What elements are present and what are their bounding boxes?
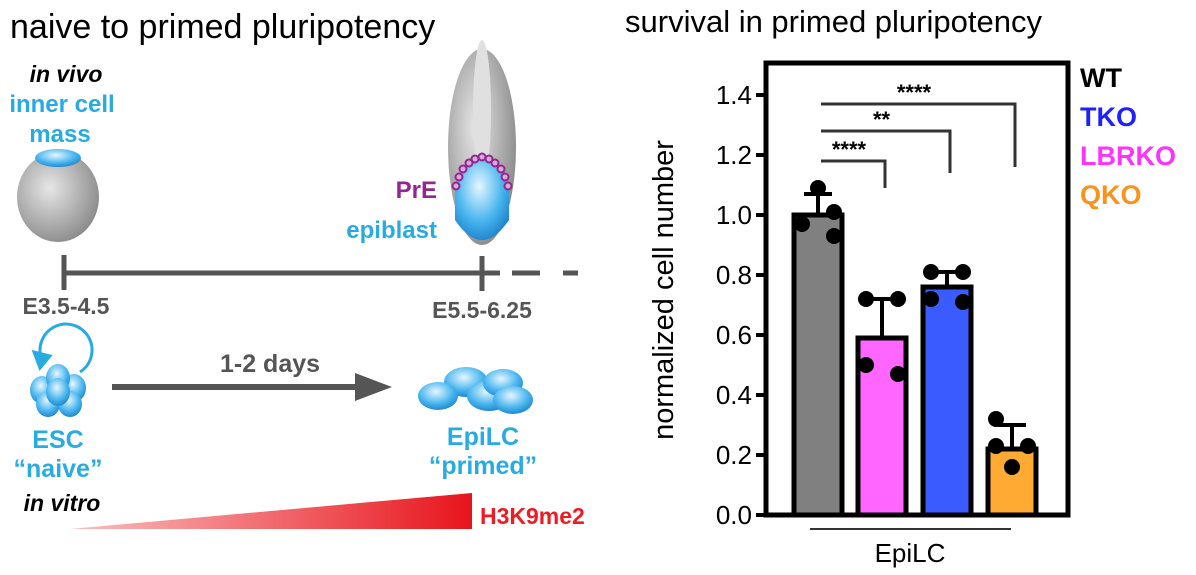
egg-cylinder-icon bbox=[448, 40, 516, 245]
epiblast-label: epiblast bbox=[346, 217, 437, 244]
data-point bbox=[890, 366, 906, 382]
epilc-label: EpiLC bbox=[447, 423, 519, 451]
y-tick-label: 0.6 bbox=[716, 320, 752, 350]
bar-wt bbox=[791, 212, 845, 518]
legend-wt: WT bbox=[1080, 63, 1122, 93]
y-tick-label: 0.0 bbox=[716, 500, 752, 530]
significance-label: ** bbox=[873, 107, 891, 132]
bar-qko bbox=[985, 446, 1039, 518]
self-renewal-arrow-icon bbox=[31, 322, 94, 374]
legend-lbrko: LBRKO bbox=[1080, 141, 1176, 171]
data-point bbox=[858, 357, 874, 373]
data-point bbox=[1004, 459, 1020, 475]
data-point bbox=[955, 264, 971, 280]
y-tick-label: 1.0 bbox=[716, 200, 752, 230]
data-point bbox=[858, 291, 874, 307]
significance-bracket bbox=[821, 129, 952, 173]
x-group-label: EpiLC bbox=[875, 538, 946, 568]
h3k9me2-label: H3K9me2 bbox=[480, 503, 585, 529]
data-point bbox=[988, 411, 1004, 427]
in-vivo-label: in vivo bbox=[30, 61, 103, 87]
y-tick-label: 1.4 bbox=[716, 80, 752, 110]
data-point bbox=[1020, 438, 1036, 454]
icm-label-2: mass bbox=[29, 121, 90, 148]
stage-label-2: E5.5-6.25 bbox=[432, 297, 532, 323]
y-tick-label: 0.2 bbox=[716, 440, 752, 470]
data-point bbox=[826, 204, 842, 220]
data-point bbox=[810, 180, 826, 196]
y-tick-label: 0.4 bbox=[716, 380, 752, 410]
data-point bbox=[923, 264, 939, 280]
data-point bbox=[955, 294, 971, 310]
plot-frame bbox=[763, 60, 1071, 518]
naive-label: “naive” bbox=[14, 455, 103, 483]
esc-colony-icon bbox=[30, 364, 86, 417]
in-vitro-label: in vitro bbox=[24, 490, 101, 516]
h3k9me2-gradient-wedge bbox=[70, 493, 472, 529]
significance-bracket bbox=[821, 102, 1017, 167]
data-point bbox=[890, 291, 906, 307]
y-tick-label: 0.8 bbox=[716, 260, 752, 290]
esc-label: ESC bbox=[32, 426, 83, 454]
significance-bracket bbox=[821, 159, 887, 188]
primed-label: “primed” bbox=[429, 452, 537, 480]
chart-title: survival in primed pluripotency bbox=[625, 4, 1042, 39]
y-tick-label: 1.2 bbox=[716, 140, 752, 170]
legend-tko: TKO bbox=[1080, 102, 1137, 132]
timeline bbox=[61, 255, 578, 291]
epilc-colony-icon bbox=[418, 367, 533, 414]
data-point bbox=[988, 438, 1004, 454]
pre-label: PrE bbox=[396, 177, 437, 204]
significance-label: **** bbox=[897, 80, 932, 105]
data-point bbox=[826, 228, 842, 244]
arrow-head-icon bbox=[355, 373, 392, 401]
icm-label-1: inner cell bbox=[9, 91, 114, 118]
blastocyst-icon bbox=[17, 149, 99, 242]
bar-tko bbox=[920, 284, 974, 518]
duration-label: 1-2 days bbox=[220, 350, 320, 378]
legend-qko: QKO bbox=[1080, 180, 1142, 210]
stage-label-1: E3.5-4.5 bbox=[23, 293, 110, 319]
data-point bbox=[923, 291, 939, 307]
data-point bbox=[794, 216, 810, 232]
diagram-title: naive to primed pluripotency bbox=[10, 8, 435, 46]
significance-label: **** bbox=[832, 137, 867, 162]
y-axis-label: normalized cell number bbox=[648, 140, 680, 440]
